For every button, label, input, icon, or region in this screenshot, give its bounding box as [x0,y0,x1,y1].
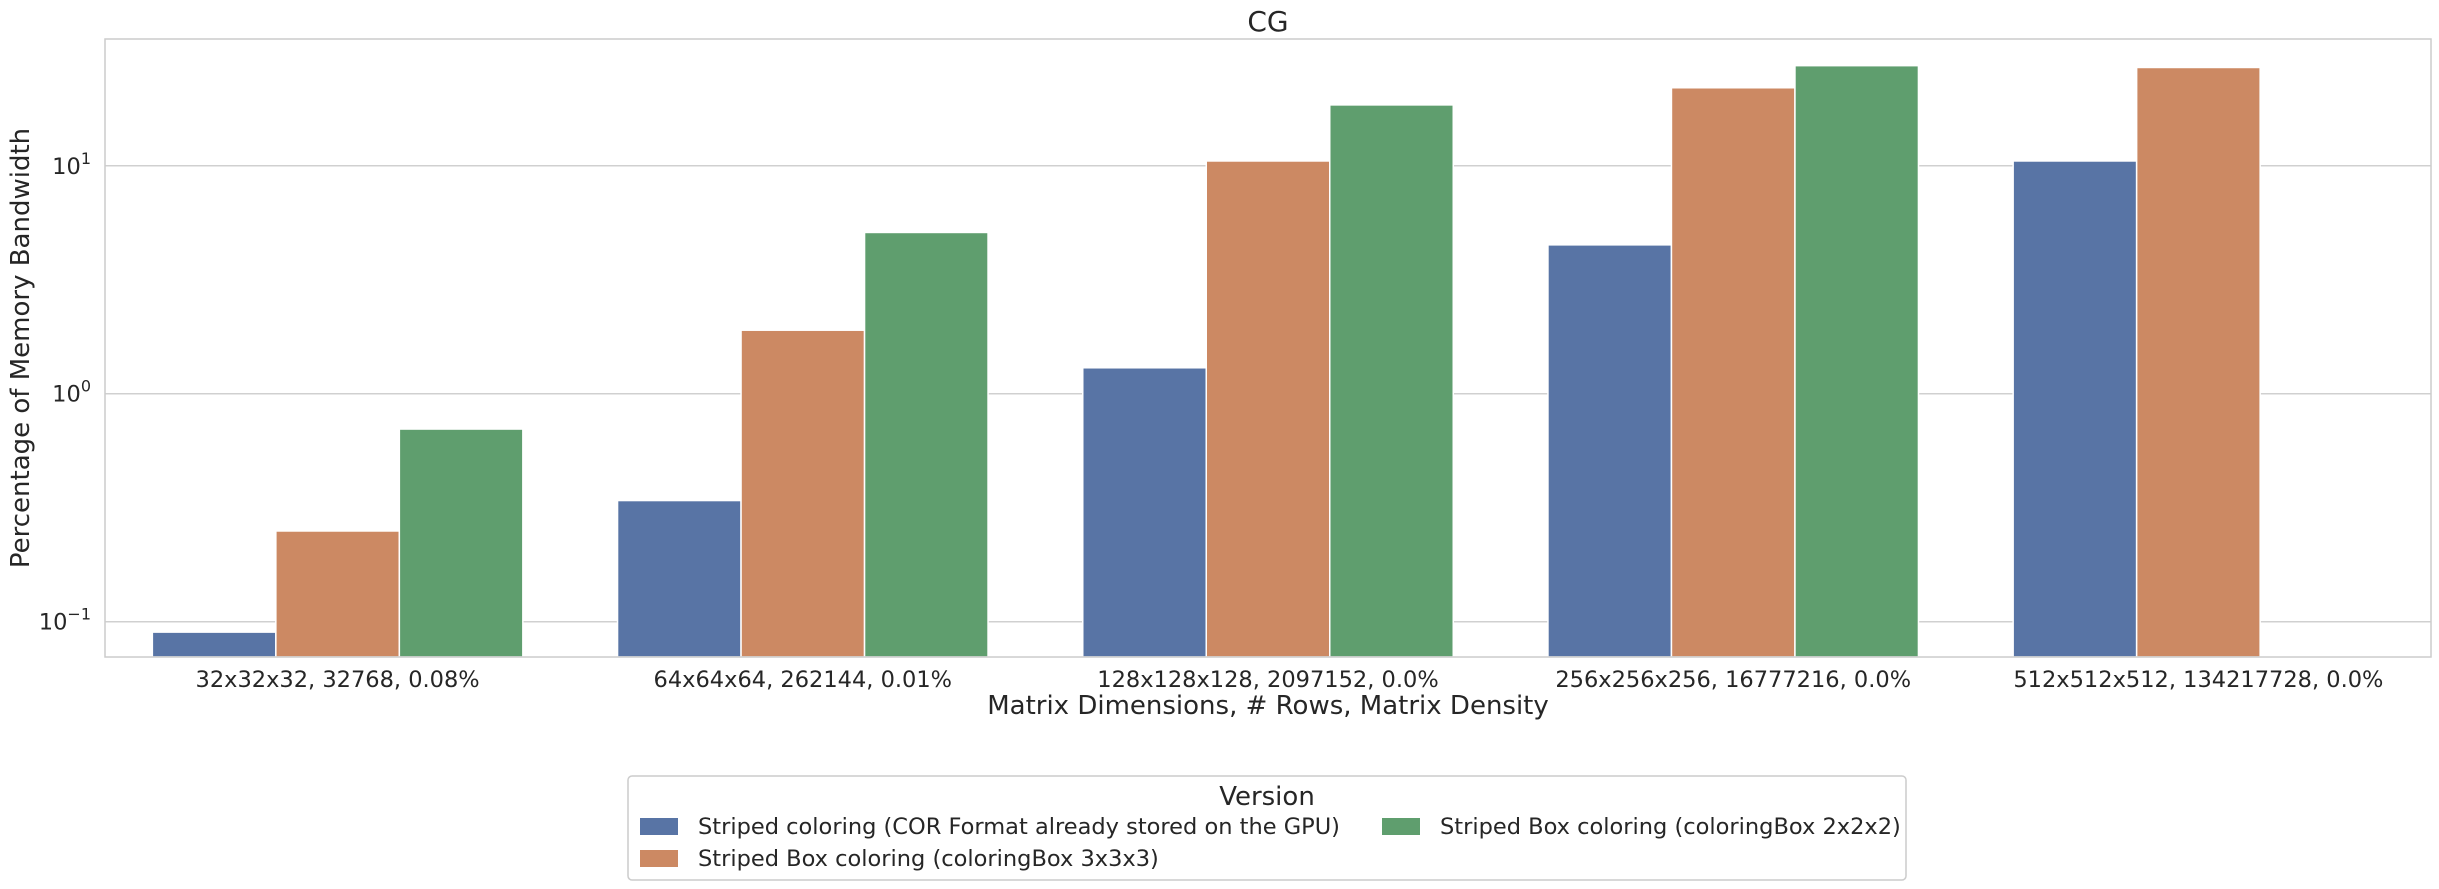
x-tick-label: 512x512x512, 134217728, 0.0% [2013,667,2383,693]
legend-label: Striped coloring (COR Format already sto… [698,814,1340,840]
bar [2012,160,2138,658]
bar [616,499,742,658]
x-tick-label: 64x64x64, 262144, 0.01% [654,667,953,693]
chart-title: CG [1247,5,1288,38]
bar [275,530,401,658]
bar [863,231,989,658]
y-tick-label: 100 [52,377,91,408]
bar [1547,244,1673,658]
bar [151,631,277,658]
bar [1205,160,1331,658]
legend-box [627,775,1907,881]
bar [1329,104,1454,658]
legend-label: Striped Box coloring (coloringBox 3x3x3) [698,846,1159,872]
bar [1670,87,1796,658]
y-tick-labels: 10−1 100 101 [39,149,91,636]
bars [151,64,2261,658]
y-tick-label: 10−1 [39,605,91,636]
legend: Version Striped coloring (COR Format alr… [627,775,1907,881]
bar [740,329,866,658]
legend-items: Striped coloring (COR Format already sto… [640,814,1901,872]
y-tick-label: 101 [52,149,91,180]
bar [1082,367,1207,658]
bar [2135,66,2261,658]
x-tick-labels: 32x32x32, 32768, 0.08% 64x64x64, 262144, … [196,667,2384,693]
bar [398,428,524,658]
x-tick-label: 32x32x32, 32768, 0.08% [196,667,480,693]
legend-swatch [1382,818,1420,835]
x-tick-label: 128x128x128, 2097152, 0.0% [1097,667,1438,693]
x-tick-label: 256x256x256, 16777216, 0.0% [1555,667,1911,693]
y-axis-label: Percentage of Memory Bandwidth [6,128,36,568]
legend-swatch [640,818,678,835]
legend-label: Striped Box coloring (coloringBox 2x2x2) [1440,814,1901,840]
x-axis-label: Matrix Dimensions, # Rows, Matrix Densit… [987,691,1549,721]
legend-title: Version [1219,782,1315,812]
legend-swatch [640,850,678,867]
plot-frame [104,38,2432,658]
bar [1794,64,1920,658]
